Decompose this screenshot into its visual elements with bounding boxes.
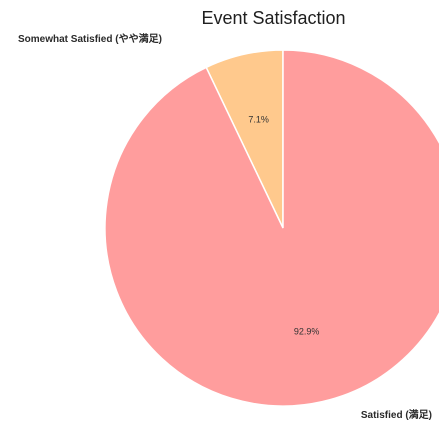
slices-layer	[104, 49, 439, 407]
chart-title: Event Satisfaction	[201, 8, 346, 28]
labels-layer: 7.1% Somewhat Satisfied (やや満足) 92.9% Satisf…	[18, 32, 432, 421]
slice-percent-label: 92.9%	[294, 327, 320, 337]
slice-category-label: Somewhat Satisfied (やや満足)	[18, 32, 162, 45]
pie-slice	[104, 49, 439, 407]
slice-percent-label: 7.1%	[248, 115, 269, 125]
slice-category-label: Satisfied (満足)	[361, 408, 432, 421]
